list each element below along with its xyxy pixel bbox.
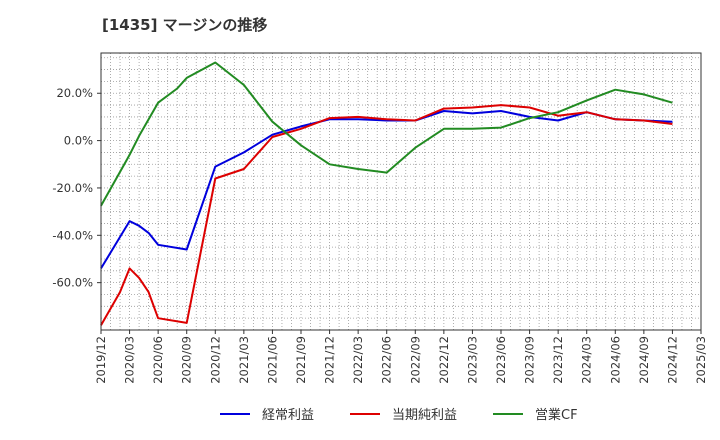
series-line [100,104,673,326]
y-tick-label: -60.0% [52,276,93,290]
x-tick-label: 2020/03 [123,336,137,384]
x-tick-label: 2024/12 [665,336,679,384]
x-tick-label: 2021/03 [237,336,251,384]
series-lines [100,61,673,326]
series-line [100,110,673,269]
legend: 経常利益 当期純利益 営業CF [220,407,578,423]
x-axis-ticks: 2019/12 2020/03 2020/06 2020/09 2020/12 2021/… [94,330,708,384]
x-tick-label: 2025/03 [694,336,708,384]
x-tick-label: 2023/12 [551,336,565,384]
x-tick-label: 2023/06 [494,336,508,384]
grid [100,53,702,331]
y-tick-label: -40.0% [52,228,93,242]
x-tick-label: 2021/12 [323,336,337,384]
x-tick-label: 2024/06 [608,336,622,384]
x-tick-label: 2023/09 [523,336,537,384]
y-tick-label: -20.0% [52,181,93,195]
x-tick-label: 2021/09 [294,336,308,384]
x-tick-label: 2019/12 [94,336,108,384]
x-tick-label: 2022/06 [380,336,394,384]
plot-border [100,52,702,331]
y-axis-ticks: 20.0% 0.0% -20.0% -40.0% -60.0% [52,86,101,290]
x-tick-label: 2020/06 [151,336,165,384]
x-tick-label: 2021/06 [265,336,279,384]
x-tick-label: 2022/09 [408,336,422,384]
legend-label: 営業CF [535,407,578,423]
legend-label: 経常利益 [262,408,314,423]
series-line [100,61,673,207]
x-tick-label: 2023/03 [465,336,479,384]
legend-label: 当期純利益 [392,408,457,423]
x-tick-label: 2020/09 [180,336,194,384]
y-tick-label: 20.0% [56,86,93,100]
chart-title: [1435] マージンの推移 [102,16,267,34]
x-tick-label: 2024/03 [580,336,594,384]
x-tick-label: 2022/12 [437,336,451,384]
x-tick-label: 2024/09 [637,336,651,384]
y-tick-label: 0.0% [64,134,93,148]
x-tick-label: 2020/12 [208,336,222,384]
x-tick-label: 2022/03 [351,336,365,384]
